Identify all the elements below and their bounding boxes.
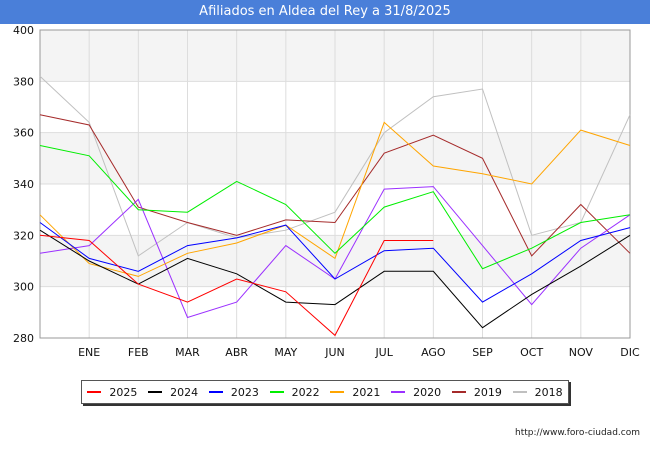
source-link[interactable]: http://www.foro-ciudad.com xyxy=(515,428,640,438)
y-tick-label: 280 xyxy=(13,332,34,345)
legend-swatch xyxy=(87,391,102,393)
y-tick-label: 300 xyxy=(13,281,34,294)
legend-swatch xyxy=(148,391,163,393)
y-tick-label: 400 xyxy=(13,24,34,37)
legend-label: 2022 xyxy=(291,385,320,399)
legend-item-2018: 2018 xyxy=(512,385,563,399)
y-tick-label: 380 xyxy=(13,75,34,88)
legend-item-2020: 2020 xyxy=(391,386,441,399)
x-tick-label: NOV xyxy=(569,346,594,359)
x-tick-label: OCT xyxy=(520,346,543,359)
chart-title: Afiliados en Aldea del Rey a 31/8/2025 xyxy=(0,0,650,24)
legend-label: 2018 xyxy=(534,385,563,399)
legend-swatch xyxy=(512,391,527,393)
series-line-2018 xyxy=(39,75,631,257)
y-tick-label: 320 xyxy=(13,229,34,242)
x-tick-label: ABR xyxy=(225,346,248,359)
legend-swatch xyxy=(208,391,223,393)
x-tick-label: DIC xyxy=(620,346,640,359)
legend-swatch xyxy=(269,391,284,393)
series-line-2021 xyxy=(39,121,631,277)
legend-label: 2023 xyxy=(230,385,259,399)
legend-swatch xyxy=(330,391,345,393)
legend-item-2019: 2019 xyxy=(451,385,502,399)
legend-label: 2024 xyxy=(170,385,199,399)
x-tick-label: MAY xyxy=(274,346,297,359)
legend-item-2021: 2021 xyxy=(330,386,380,399)
y-tick-labels: 280 300 320 340 360 380 400 xyxy=(13,24,34,345)
legend-swatch xyxy=(391,391,406,393)
plot-frame xyxy=(39,29,631,339)
series-lines xyxy=(39,75,631,337)
series-line-2025 xyxy=(39,234,434,337)
legend-label: 2025 xyxy=(109,385,138,399)
legend-item-2023: 2023 xyxy=(208,385,259,399)
x-tick-labels: ENE FEB MAR ABR MAY JUN JUL AGO SEP OCT NOV DIC xyxy=(78,346,640,359)
legend-item-2024: 2024 xyxy=(148,386,198,399)
y-tick-label: 360 xyxy=(13,127,34,140)
grid-lines xyxy=(40,29,631,339)
legend-label: 2019 xyxy=(473,385,502,399)
series-line-2019 xyxy=(39,114,631,257)
x-tick-label: AGO xyxy=(421,346,446,359)
x-tick-label: JUL xyxy=(374,346,393,359)
x-tick-label: MAR xyxy=(175,346,200,359)
series-line-2022 xyxy=(39,145,631,270)
series-line-2023 xyxy=(39,222,631,303)
x-tick-label: JUN xyxy=(324,346,345,359)
legend-label: 2021 xyxy=(352,385,381,399)
legend: 2025 2024 2023 2022 2021 2020 2019 2018 xyxy=(81,380,569,404)
legend-item-2025: 2025 xyxy=(87,386,137,399)
legend-label: 2020 xyxy=(413,385,442,399)
x-tick-label: SEP xyxy=(472,346,493,359)
y-tick-label: 340 xyxy=(13,178,34,191)
legend-swatch xyxy=(451,391,466,393)
legend-item-2022: 2022 xyxy=(269,385,320,399)
x-tick-label: ENE xyxy=(78,346,100,359)
x-tick-label: FEB xyxy=(128,346,149,359)
